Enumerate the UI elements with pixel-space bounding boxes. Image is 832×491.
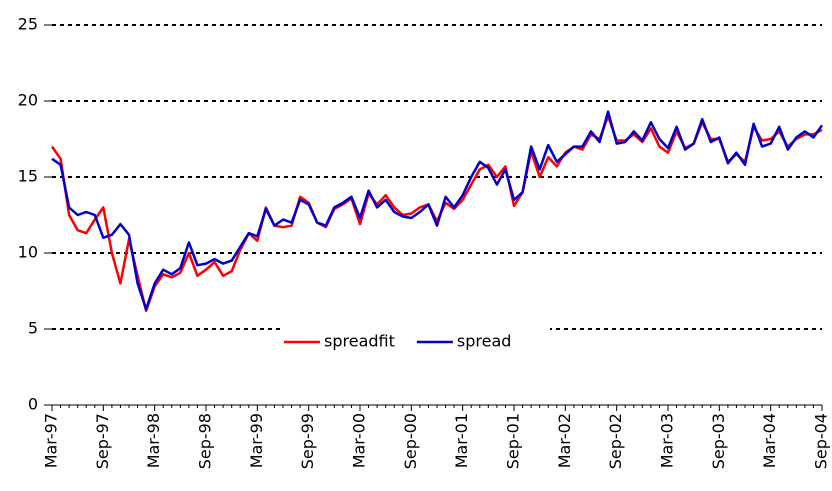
x-tick-label: Sep-02: [606, 413, 625, 469]
x-tick-label: Mar-04: [760, 413, 779, 468]
y-tick-label: 10: [18, 243, 38, 262]
x-tick-label: Sep-03: [709, 413, 728, 469]
y-tick-label: 25: [18, 15, 38, 34]
line-series: [50, 114, 823, 313]
x-tick-label: Mar-97: [42, 413, 61, 468]
y-tick-label: 0: [28, 395, 38, 414]
x-tick-label: Mar-00: [350, 413, 369, 468]
y-tick-label: 5: [28, 319, 38, 338]
legend-label: spread: [457, 332, 512, 351]
x-tick-label: Sep-97: [93, 413, 112, 469]
x-tick-label: Sep-98: [196, 413, 215, 469]
x-tick-label: Mar-98: [144, 413, 163, 468]
x-tick-label: Mar-03: [658, 413, 677, 468]
y-tick-label: 15: [18, 167, 38, 186]
x-tick-label: Sep-00: [401, 413, 420, 469]
x-tick-label: Sep-04: [812, 413, 831, 469]
legend-box: [280, 328, 550, 356]
x-tick-label: Sep-99: [298, 413, 317, 469]
x-tick-label: Mar-99: [247, 413, 266, 468]
x-tick-label: Mar-02: [555, 413, 574, 468]
x-tick-label: Mar-01: [452, 413, 471, 468]
legend-label: spreadfit: [324, 332, 395, 351]
line-series: [51, 110, 824, 311]
legend: spreadfit spread: [280, 328, 550, 356]
y-tick-label: 20: [18, 91, 38, 110]
x-tick-label: Sep-01: [504, 413, 523, 469]
